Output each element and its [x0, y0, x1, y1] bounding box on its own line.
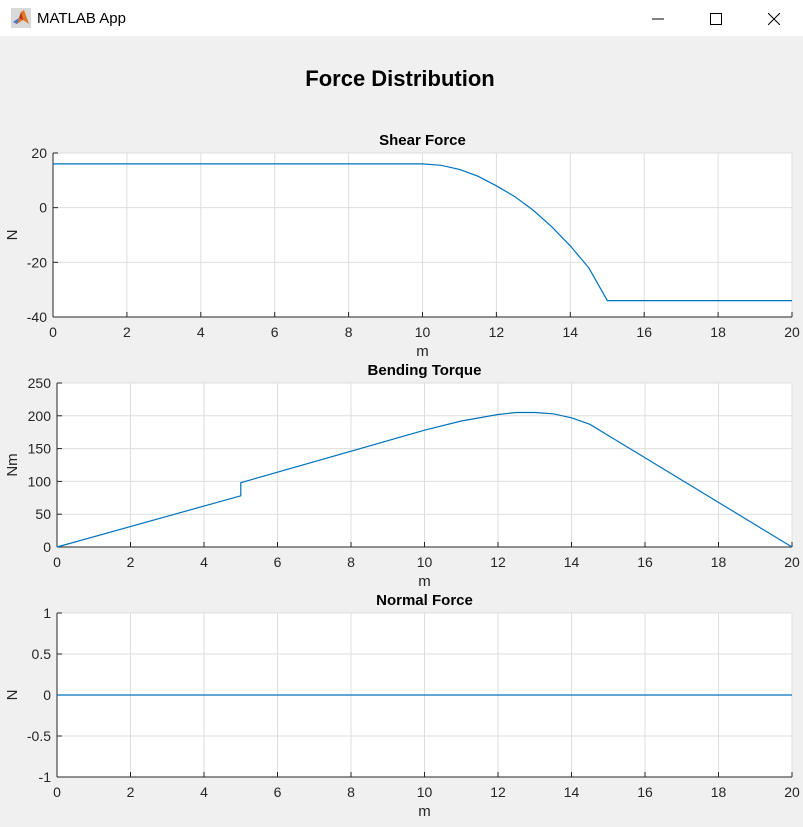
chart2-ytick-label: 0	[43, 539, 51, 555]
chart2-xtick-label: 6	[274, 554, 282, 570]
chart1-ytick-label: -20	[27, 254, 47, 270]
maximize-icon	[710, 12, 722, 25]
chart2-ytick-label: 50	[35, 506, 51, 522]
chart1-xtick-label: 0	[49, 324, 57, 340]
chart3-xtick-label: 0	[53, 784, 61, 800]
chart1-title: Shear Force	[379, 132, 466, 149]
chart2-xtick-label: 20	[784, 554, 800, 570]
chart3-ylabel: N	[4, 690, 21, 701]
chart3-xtick-label: 4	[200, 784, 208, 800]
chart2-xtick-label: 10	[417, 554, 433, 570]
chart3-xtick-label: 8	[347, 784, 355, 800]
chart3-ytick-label: -1	[39, 769, 52, 785]
maximize-button[interactable]	[687, 0, 745, 37]
chart1-xlabel: m	[416, 343, 429, 360]
chart1-xtick-label: 4	[197, 324, 205, 340]
chart3-xtick-label: 18	[711, 784, 727, 800]
minimize-button[interactable]	[629, 0, 687, 37]
chart2-ytick-label: 250	[28, 375, 52, 391]
chart1-xtick-label: 14	[563, 324, 579, 340]
chart1-xtick-label: 20	[784, 324, 800, 340]
chart1-xtick-label: 18	[710, 324, 726, 340]
window-title: MATLAB App	[37, 9, 126, 27]
chart2-ylabel: Nm	[4, 453, 21, 476]
chart1-xtick-label: 10	[415, 324, 431, 340]
matlab-logo-icon	[11, 8, 31, 28]
chart2-series-line	[56, 411, 793, 548]
chart3-ytick-label: 0	[43, 687, 51, 703]
chart1-ytick-label: 0	[39, 200, 47, 216]
chart1-xtick-label: 12	[489, 324, 505, 340]
chart3-xtick-label: 6	[274, 784, 282, 800]
chart2-xtick-label: 4	[200, 554, 208, 570]
chart1-xtick-label: 16	[636, 324, 652, 340]
chart2-xtick-label: 0	[53, 554, 61, 570]
window-titlebar: MATLAB App	[0, 0, 803, 37]
chart1-ytick-label: 20	[31, 145, 47, 161]
chart2-ytick-label: 150	[28, 441, 52, 457]
chart3-xtick-label: 10	[417, 784, 433, 800]
chart3-xtick-label: 14	[564, 784, 580, 800]
chart1-xtick-label: 8	[345, 324, 353, 340]
close-button[interactable]	[745, 0, 803, 37]
chart2-xtick-label: 12	[490, 554, 506, 570]
window-controls	[629, 0, 803, 37]
chart3-xtick-label: 20	[784, 784, 800, 800]
chart3-ytick-label: -0.5	[27, 728, 51, 744]
chart1-xtick-label: 6	[271, 324, 279, 340]
chart1-ylabel: N	[4, 230, 21, 241]
chart2-ytick-label: 100	[28, 473, 52, 489]
chart3-ytick-label: 1	[43, 605, 51, 621]
chart3-xtick-label: 12	[490, 784, 506, 800]
chart2-xtick-label: 14	[564, 554, 580, 570]
chart2-xtick-label: 18	[711, 554, 727, 570]
chart1-series-line	[53, 163, 792, 302]
chart3-xtick-label: 16	[637, 784, 653, 800]
chart2-xtick-label: 8	[347, 554, 355, 570]
chart3-ytick-label: 0.5	[32, 646, 52, 662]
app-title: Force Distribution	[305, 66, 495, 91]
chart3-xlabel: m	[418, 803, 431, 820]
minimize-icon	[652, 18, 664, 19]
chart2-xtick-label: 16	[637, 554, 653, 570]
chart1-xtick-label: 2	[123, 324, 131, 340]
chart2-ytick-label: 200	[28, 408, 52, 424]
close-icon	[768, 12, 780, 25]
chart2-title: Bending Torque	[368, 362, 482, 379]
chart2-xtick-label: 2	[127, 554, 135, 570]
chart3-title: Normal Force	[376, 592, 473, 609]
chart2-xlabel: m	[418, 573, 431, 590]
chart1-ytick-label: -40	[27, 309, 47, 325]
chart3-xtick-label: 2	[127, 784, 135, 800]
